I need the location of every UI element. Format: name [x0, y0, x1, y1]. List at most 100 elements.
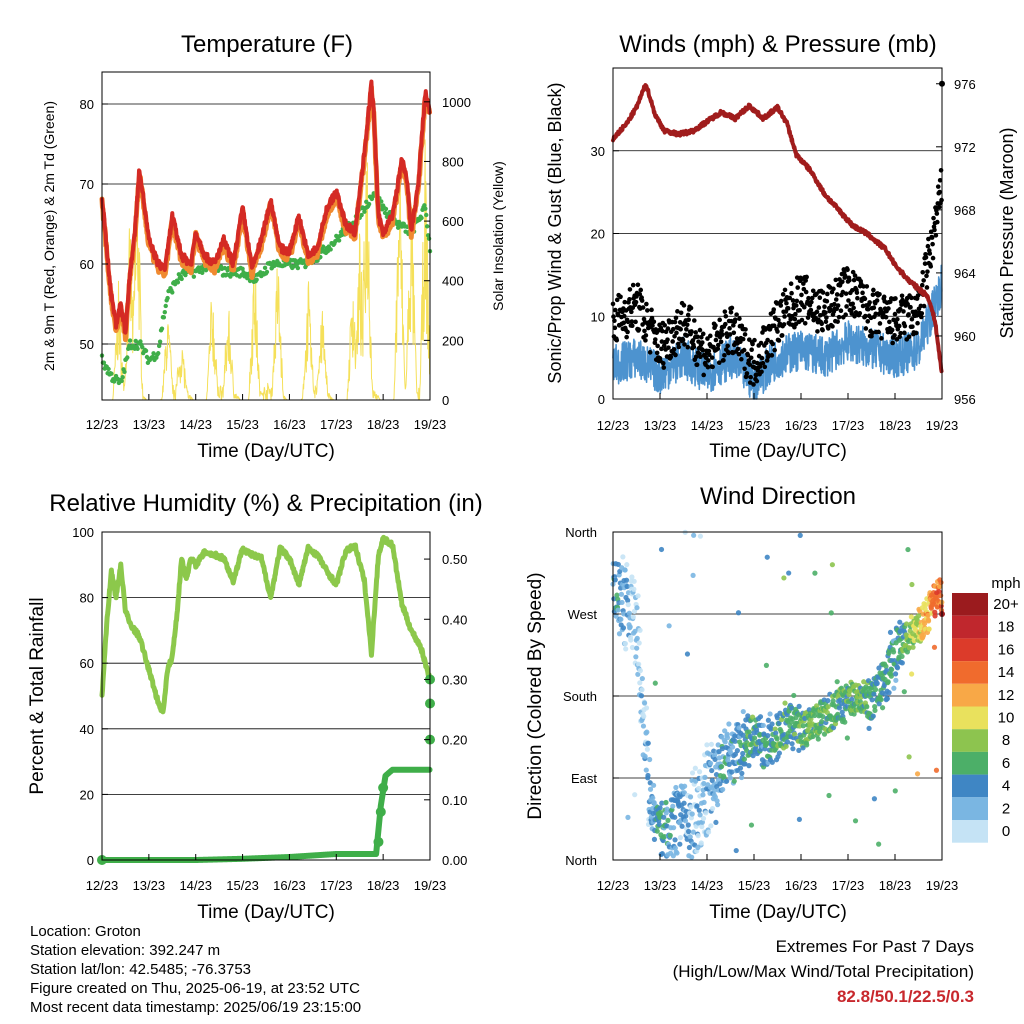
- direction-point: [663, 799, 669, 806]
- direction-point: [685, 822, 691, 828]
- gust-point: [902, 330, 907, 336]
- y-tick-label: West: [568, 607, 598, 622]
- direction-point: [773, 730, 779, 736]
- gust-point: [766, 352, 771, 358]
- gust-point: [665, 326, 671, 331]
- gust-point: [659, 346, 664, 352]
- gust-point: [830, 324, 835, 329]
- x-tick-label: 12/23: [597, 418, 630, 433]
- gust-point: [847, 277, 852, 283]
- x-tick-label: 17/23: [320, 878, 353, 893]
- gust-point: [612, 325, 618, 331]
- direction-point: [724, 735, 731, 741]
- gust-point: [883, 314, 889, 320]
- extremes-box: Extremes For Past 7 Days (High/Low/Max W…: [673, 934, 974, 1009]
- temperature-title: Temperature (F): [181, 31, 353, 58]
- direction-point: [885, 679, 891, 685]
- direction-point: [933, 767, 940, 773]
- direction-point: [892, 671, 899, 677]
- x-tick-label: 15/23: [738, 418, 771, 433]
- gust-point: [672, 319, 678, 325]
- gust-point: [906, 312, 911, 317]
- gust-point: [870, 330, 875, 336]
- gust-point: [710, 364, 715, 370]
- dewpoint-point: [156, 351, 161, 356]
- direction-point: [782, 700, 788, 706]
- colorbar-swatch: [952, 683, 988, 707]
- dewpoint-point: [165, 295, 170, 301]
- gust-point: [662, 322, 667, 328]
- colorbar-swatch: [952, 661, 988, 684]
- gust-point: [694, 362, 700, 368]
- direction-point: [765, 717, 771, 723]
- y-tick-label: 80: [80, 97, 94, 112]
- winds-ylabel-right: Station Pressure (Maroon): [997, 127, 1017, 338]
- x-tick-label: 13/23: [133, 417, 166, 432]
- direction-point: [760, 722, 766, 729]
- direction-point: [708, 823, 714, 829]
- gust-point: [637, 291, 643, 297]
- direction-point: [842, 719, 848, 725]
- gust-point: [864, 284, 870, 289]
- direction-point: [640, 723, 647, 729]
- gust-point: [634, 294, 639, 299]
- gust-point: [682, 342, 687, 347]
- dewpoint-point: [143, 348, 149, 354]
- direction-point: [925, 612, 931, 619]
- gust-point: [629, 309, 634, 315]
- direction-point: [906, 754, 912, 760]
- direction-point: [645, 772, 651, 779]
- direction-point: [636, 640, 642, 646]
- direction-point: [613, 613, 619, 619]
- x-tick-label: 15/23: [226, 417, 259, 432]
- gust-point: [854, 290, 860, 295]
- recent-data-text: Most recent data timestamp: 2025/06/19 2…: [30, 999, 362, 1016]
- direction-point: [664, 823, 670, 829]
- gust-point: [636, 327, 642, 332]
- gust-point: [748, 355, 754, 361]
- gust-point: [621, 313, 627, 319]
- gust-point: [844, 304, 849, 309]
- gust-point: [874, 298, 880, 303]
- direction-point: [709, 767, 715, 774]
- direction-point: [713, 819, 719, 826]
- gust-point: [629, 323, 635, 328]
- gust-point: [805, 299, 810, 305]
- gust-point: [851, 305, 856, 311]
- direction-point: [884, 696, 890, 702]
- gust-point: [684, 322, 690, 328]
- gust-point: [643, 333, 649, 338]
- direction-point: [637, 680, 643, 686]
- extremes-heading: Extremes For Past 7 Days: [775, 937, 974, 956]
- direction-point: [751, 735, 758, 741]
- y2-tick-label: 956: [954, 392, 976, 407]
- gust-point: [673, 352, 678, 358]
- direction-point: [618, 591, 625, 597]
- x-tick-label: 13/23: [644, 878, 677, 893]
- gust-point: [881, 294, 887, 300]
- direction-point: [776, 720, 782, 726]
- direction-point: [619, 599, 625, 606]
- x-tick-label: 16/23: [273, 878, 306, 893]
- gust-point: [614, 337, 620, 343]
- direction-point: [623, 577, 630, 583]
- direction-point: [800, 723, 806, 729]
- y2-tick-label: 0.50: [442, 552, 467, 567]
- dewpoint-point: [127, 338, 133, 343]
- gust-point: [614, 297, 620, 303]
- direction-point: [796, 747, 802, 753]
- direction-point: [695, 833, 701, 839]
- direction-point: [876, 841, 882, 847]
- gust-point: [661, 365, 667, 370]
- gust-point: [820, 290, 826, 295]
- direction-point: [692, 765, 698, 771]
- gust-point: [787, 295, 793, 301]
- gust-point: [665, 337, 670, 342]
- gust-point: [635, 282, 641, 288]
- y2-tick-label: 0.30: [442, 672, 467, 687]
- direction-point: [709, 806, 716, 812]
- direction-point: [804, 742, 810, 748]
- colorbar-label: 18: [998, 619, 1015, 636]
- direction-point: [746, 763, 752, 769]
- direction-point: [805, 727, 811, 733]
